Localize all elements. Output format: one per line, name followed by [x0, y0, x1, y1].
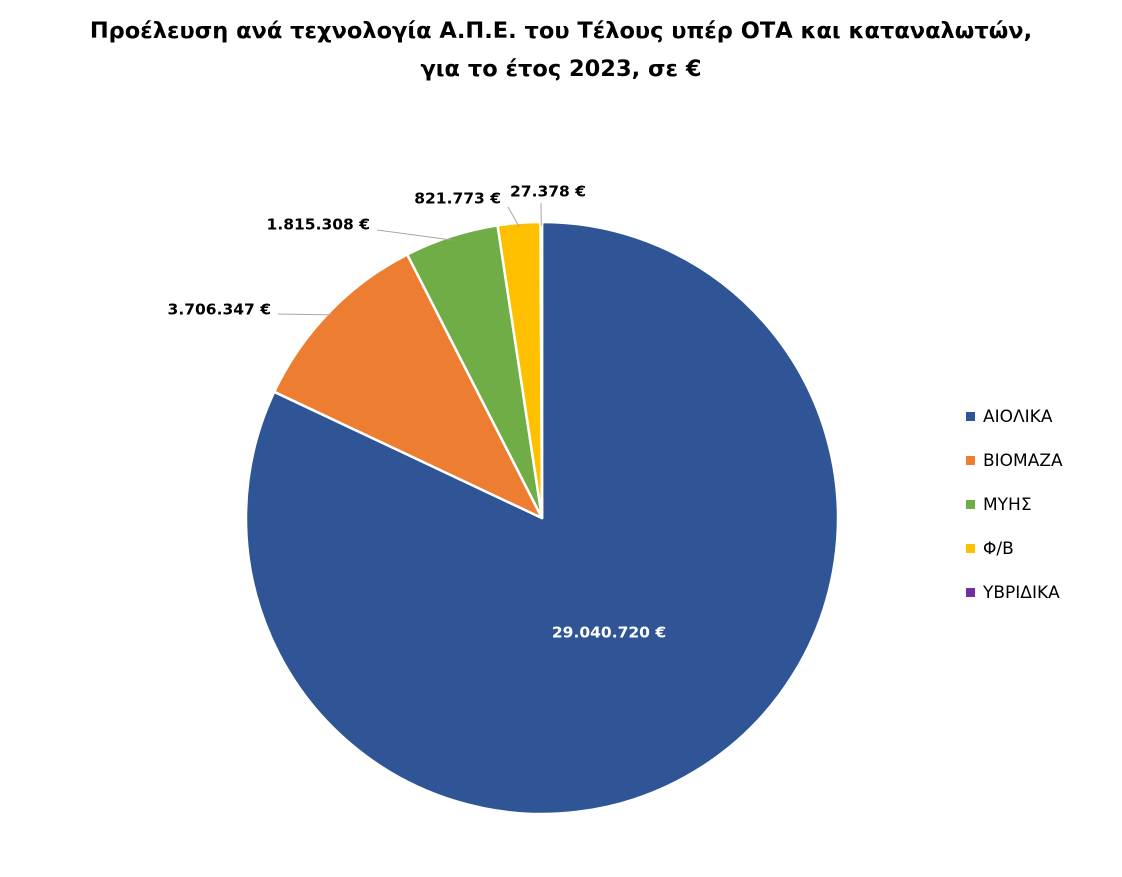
legend: ΑΙΟΛΙΚΑ ΒΙΟΜΑΖΑ ΜΥΗΣ Φ/Β ΥΒΡΙΔΙΚΑ	[966, 404, 1063, 624]
legend-swatch-μυης	[966, 500, 975, 510]
legend-label-υβριδικα: ΥΒΡΙΔΙΚΑ	[983, 582, 1060, 603]
legend-label-φ-β: Φ/Β	[983, 538, 1014, 559]
leader-line-μυης	[376, 229, 453, 241]
data-label-αιολικα: 29.040.720 €	[552, 624, 666, 642]
leader-lines	[277, 202, 542, 316]
pie-slice-βιομαζα	[272, 253, 544, 520]
legend-item-μυης: ΜΥΗΣ	[966, 492, 1063, 518]
data-label-φ-β: 821.773 €	[414, 190, 501, 208]
legend-swatch-φ-β	[966, 544, 975, 554]
pie-slice-υβριδικα	[539, 220, 544, 520]
data-label-μυης: 1.815.308 €	[267, 216, 370, 234]
legend-item-βιομαζα: ΒΙΟΜΑΖΑ	[966, 448, 1063, 474]
data-label-βιομαζα: 3.706.347 €	[168, 301, 271, 319]
legend-label-βιομαζα: ΒΙΟΜΑΖΑ	[983, 450, 1063, 471]
data-labels: 29.040.720 € 3.706.347 € 1.815.308 € 821.77…	[168, 183, 667, 642]
legend-label-μυης: ΜΥΗΣ	[983, 494, 1032, 515]
chart-title-line-2: για το έτος 2023, σε €	[420, 56, 702, 82]
legend-item-υβριδικα: ΥΒΡΙΔΙΚΑ	[966, 580, 1063, 606]
legend-label-αιολικα: ΑΙΟΛΙΚΑ	[983, 406, 1053, 427]
leader-line-βιομαζα	[277, 313, 333, 316]
legend-item-αιολικα: ΑΙΟΛΙΚΑ	[966, 404, 1063, 430]
legend-swatch-υβριδικα	[966, 588, 975, 598]
pie-slices	[244, 220, 840, 816]
legend-swatch-βιομαζα	[966, 456, 975, 466]
legend-swatch-αιολικα	[966, 412, 975, 422]
leader-line-φ-β	[507, 206, 520, 228]
chart-title-line-1: Προέλευση ανά τεχνολογία Α.Π.Ε. του Τέλο…	[89, 18, 1033, 44]
chart-title: Προέλευση ανά τεχνολογία Α.Π.Ε. του Τέλο…	[0, 12, 1122, 88]
data-label-υβριδικα: 27.378 €	[510, 183, 586, 201]
legend-item-φ-β: Φ/Β	[966, 536, 1063, 562]
